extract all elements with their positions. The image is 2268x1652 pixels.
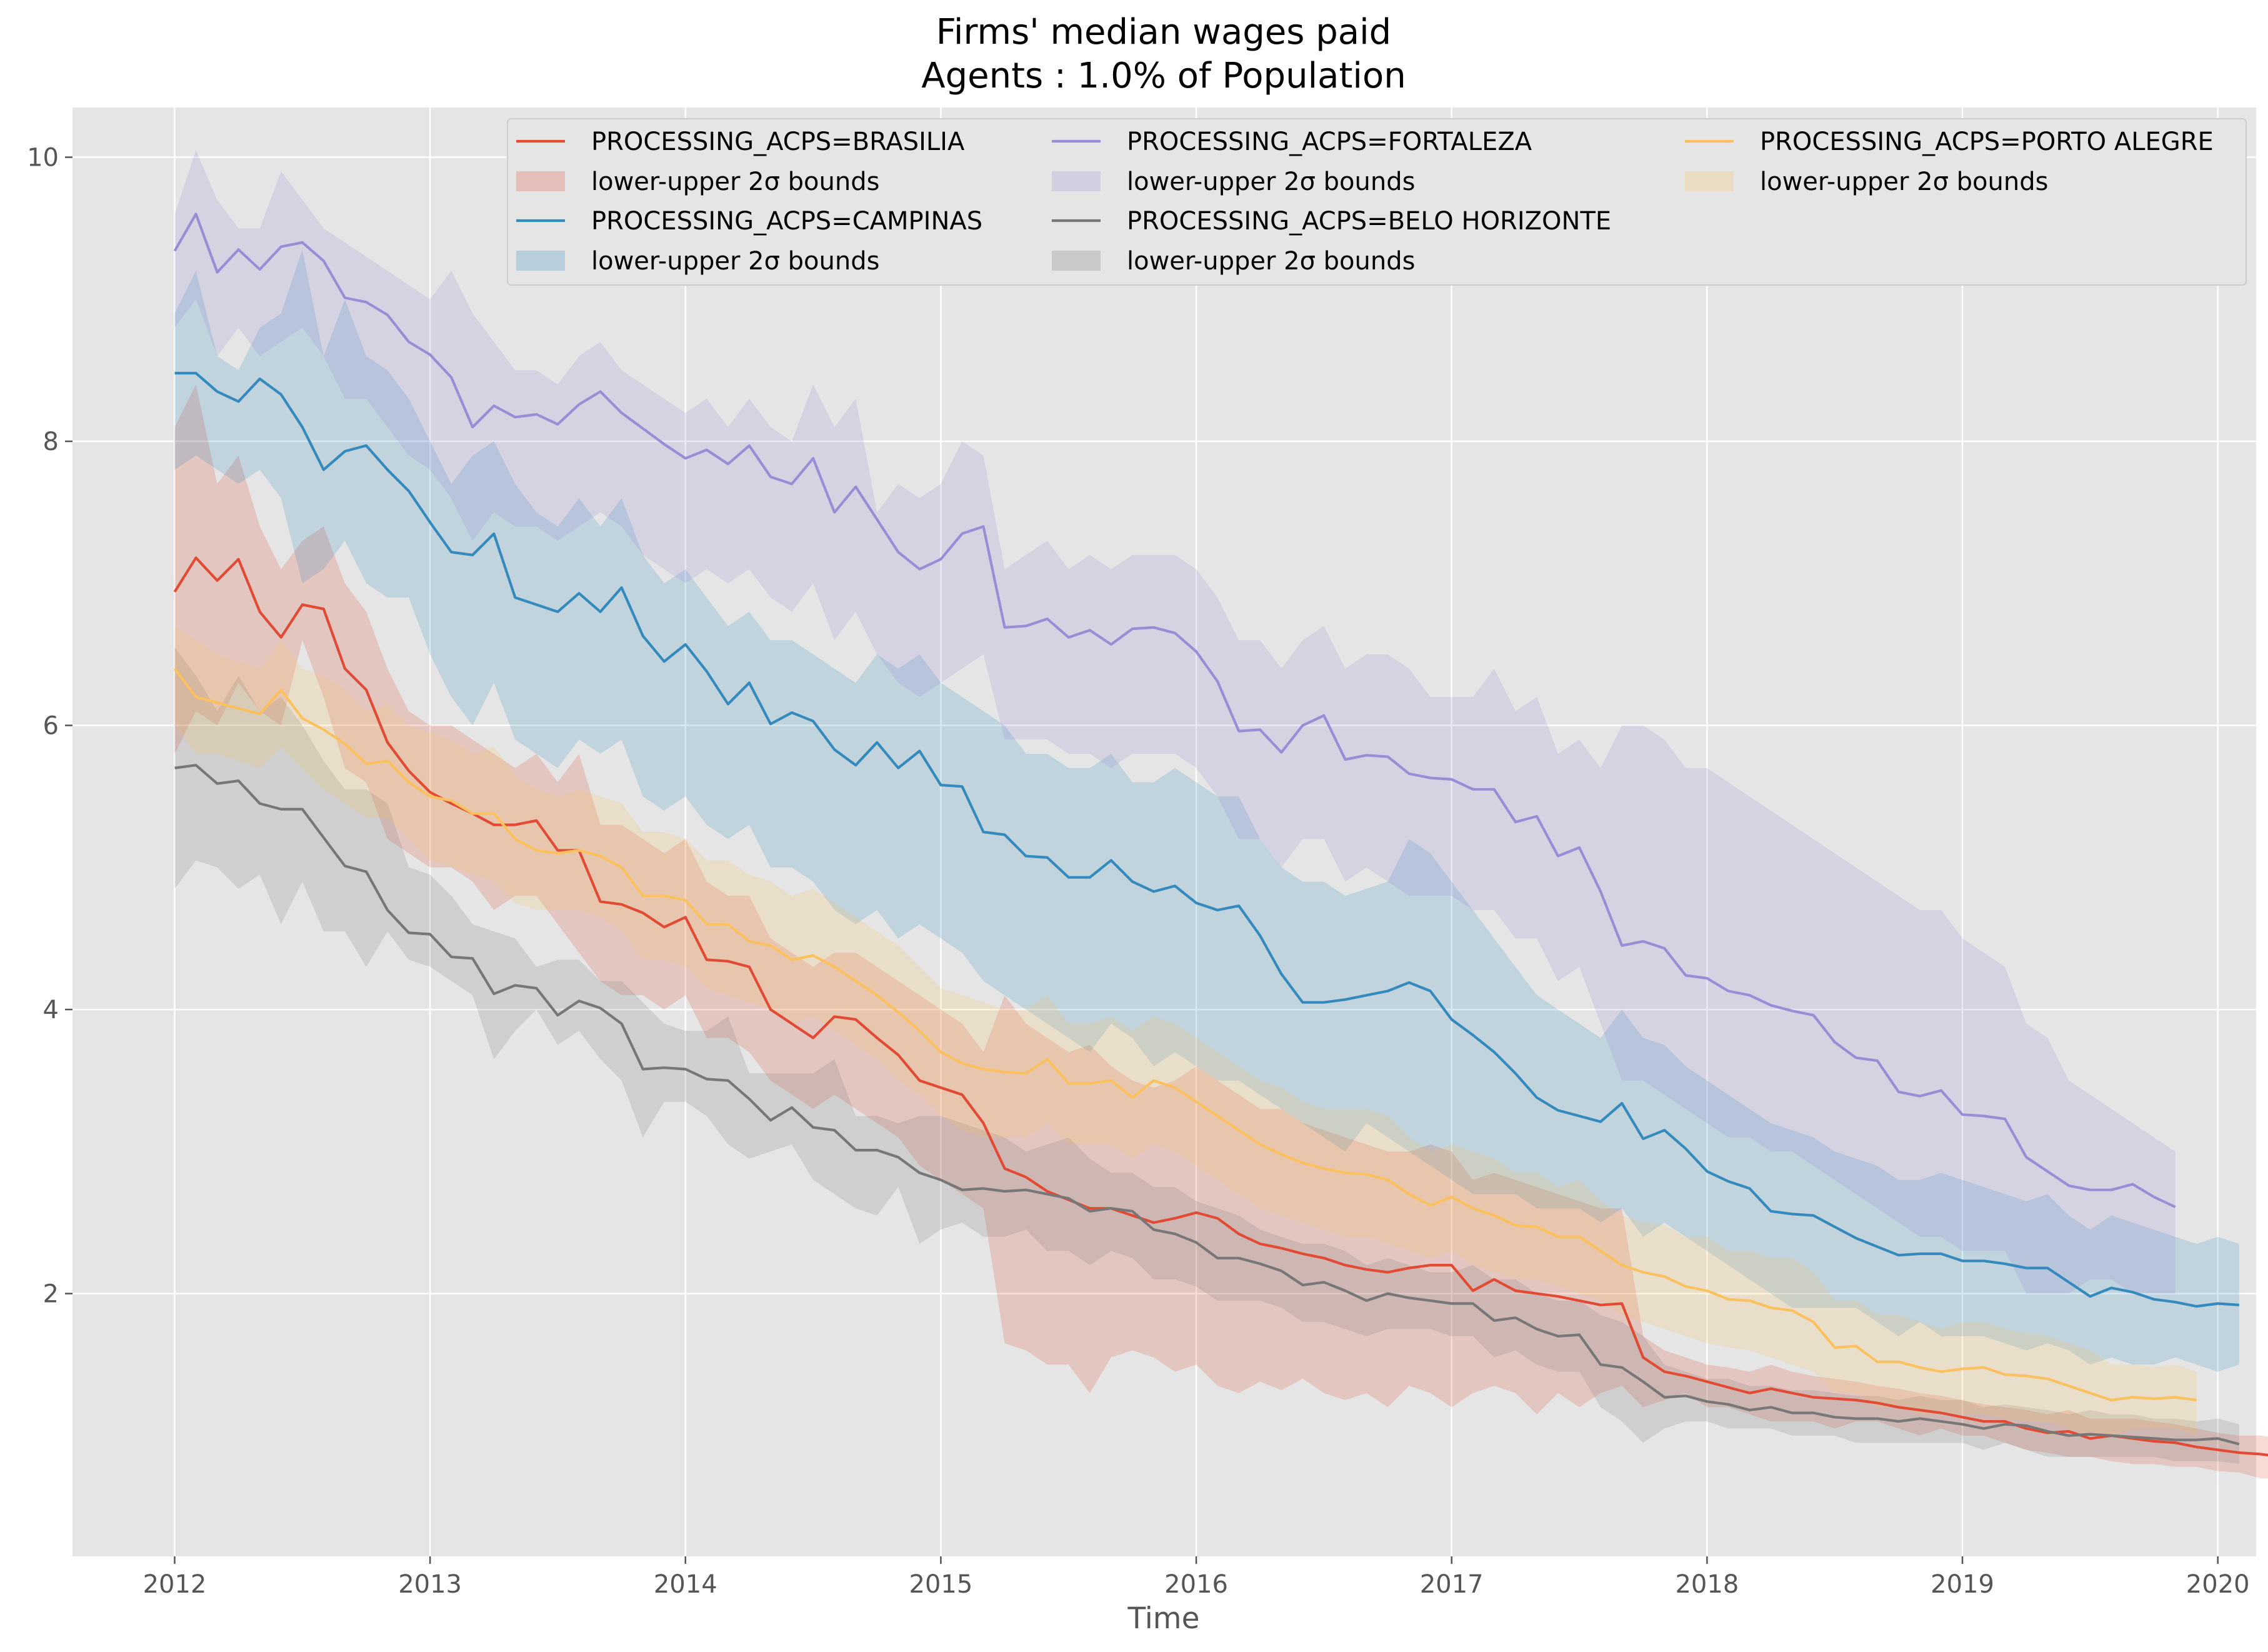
- legend-label: PROCESSING_ACPS=PORTO ALEGRE: [1760, 128, 2214, 156]
- legend-band-swatch: [516, 171, 565, 191]
- x-tick-label: 2018: [1675, 1570, 1739, 1599]
- x-tick-label: 2013: [398, 1570, 462, 1599]
- y-axis-ticks: 2 4 6 8 10: [27, 144, 72, 1309]
- x-tick-label: 2016: [1164, 1570, 1228, 1599]
- legend-label: PROCESSING_ACPS=FORTALEZA: [1127, 128, 1532, 156]
- legend-band-swatch: [1052, 171, 1101, 191]
- y-tick-label: 2: [43, 1280, 59, 1309]
- chart-subtitle: Agents : 1.0% of Population: [921, 56, 1406, 96]
- legend-label: lower-upper 2σ bounds: [1127, 168, 1415, 196]
- x-tick-label: 2020: [2186, 1570, 2250, 1599]
- x-tick-label: 2012: [143, 1570, 207, 1599]
- legend-band-swatch: [516, 251, 565, 271]
- y-tick-label: 10: [27, 144, 59, 173]
- y-tick-label: 4: [43, 996, 59, 1024]
- legend-label: lower-upper 2σ bounds: [591, 168, 879, 196]
- legend: PROCESSING_ACPS=BRASILIA lower-upper 2σ b…: [507, 119, 2246, 285]
- x-axis-ticks: 2012 2013 2014 2015 2016 2017 2018 2019 2020: [143, 1556, 2250, 1599]
- y-tick-label: 6: [43, 712, 59, 741]
- x-tick-label: 2017: [1420, 1570, 1484, 1599]
- x-tick-label: 2014: [654, 1570, 717, 1599]
- y-tick-label: 8: [43, 428, 59, 456]
- x-tick-label: 2019: [1931, 1570, 1994, 1599]
- legend-label: PROCESSING_ACPS=BRASILIA: [591, 128, 965, 156]
- x-tick-label: 2015: [909, 1570, 973, 1599]
- chart-title: Firms' median wages paid: [936, 12, 1391, 53]
- legend-band-swatch: [1685, 171, 1734, 191]
- legend-label: PROCESSING_ACPS=BELO HORIZONTE: [1127, 207, 1611, 236]
- legend-label: PROCESSING_ACPS=CAMPINAS: [591, 207, 982, 236]
- legend-label: lower-upper 2σ bounds: [1760, 168, 2048, 196]
- legend-label: lower-upper 2σ bounds: [591, 247, 879, 276]
- legend-label: lower-upper 2σ bounds: [1127, 247, 1415, 276]
- legend-band-swatch: [1052, 251, 1101, 271]
- x-axis-label: Time: [1127, 1601, 1199, 1636]
